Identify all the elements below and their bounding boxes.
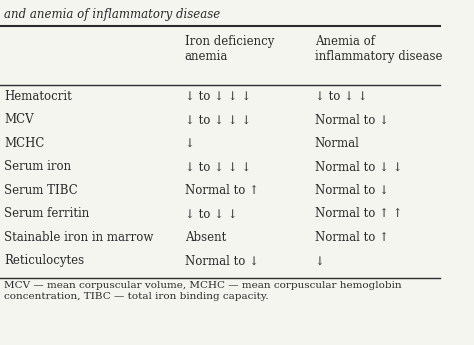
Text: MCV: MCV (4, 113, 34, 126)
Text: Serum ferritin: Serum ferritin (4, 207, 90, 220)
Text: Normal to ↑: Normal to ↑ (315, 231, 389, 244)
Text: ↓ to ↓ ↓: ↓ to ↓ ↓ (315, 90, 367, 103)
Text: Reticulocytes: Reticulocytes (4, 254, 84, 267)
Text: Normal to ↑ ↑: Normal to ↑ ↑ (315, 207, 402, 220)
Text: MCHC: MCHC (4, 137, 45, 150)
Text: ↓ to ↓ ↓ ↓: ↓ to ↓ ↓ ↓ (185, 90, 251, 103)
Text: MCV — mean corpuscular volume, MCHC — mean corpuscular hemoglobin
concentration,: MCV — mean corpuscular volume, MCHC — me… (4, 281, 402, 300)
Text: Normal to ↓: Normal to ↓ (315, 184, 389, 197)
Text: Absent: Absent (185, 231, 226, 244)
Text: ↓: ↓ (185, 137, 195, 150)
Text: Hematocrit: Hematocrit (4, 90, 72, 103)
Text: ↓: ↓ (315, 254, 325, 267)
Text: ↓ to ↓ ↓: ↓ to ↓ ↓ (185, 207, 237, 220)
Text: Normal to ↓: Normal to ↓ (185, 254, 259, 267)
Text: Normal to ↓ ↓: Normal to ↓ ↓ (315, 160, 402, 173)
Text: Serum iron: Serum iron (4, 160, 72, 173)
Text: Normal: Normal (315, 137, 359, 150)
Text: Normal to ↓: Normal to ↓ (315, 113, 389, 126)
Text: ↓ to ↓ ↓ ↓: ↓ to ↓ ↓ ↓ (185, 113, 251, 126)
Text: Anemia of
inflammatory disease: Anemia of inflammatory disease (315, 34, 442, 62)
Text: Serum TIBC: Serum TIBC (4, 184, 78, 197)
Text: Stainable iron in marrow: Stainable iron in marrow (4, 231, 154, 244)
Text: and anemia of inflammatory disease: and anemia of inflammatory disease (4, 8, 221, 21)
Text: Normal to ↑: Normal to ↑ (185, 184, 259, 197)
Text: Iron deficiency
anemia: Iron deficiency anemia (185, 34, 274, 62)
Text: ↓ to ↓ ↓ ↓: ↓ to ↓ ↓ ↓ (185, 160, 251, 173)
